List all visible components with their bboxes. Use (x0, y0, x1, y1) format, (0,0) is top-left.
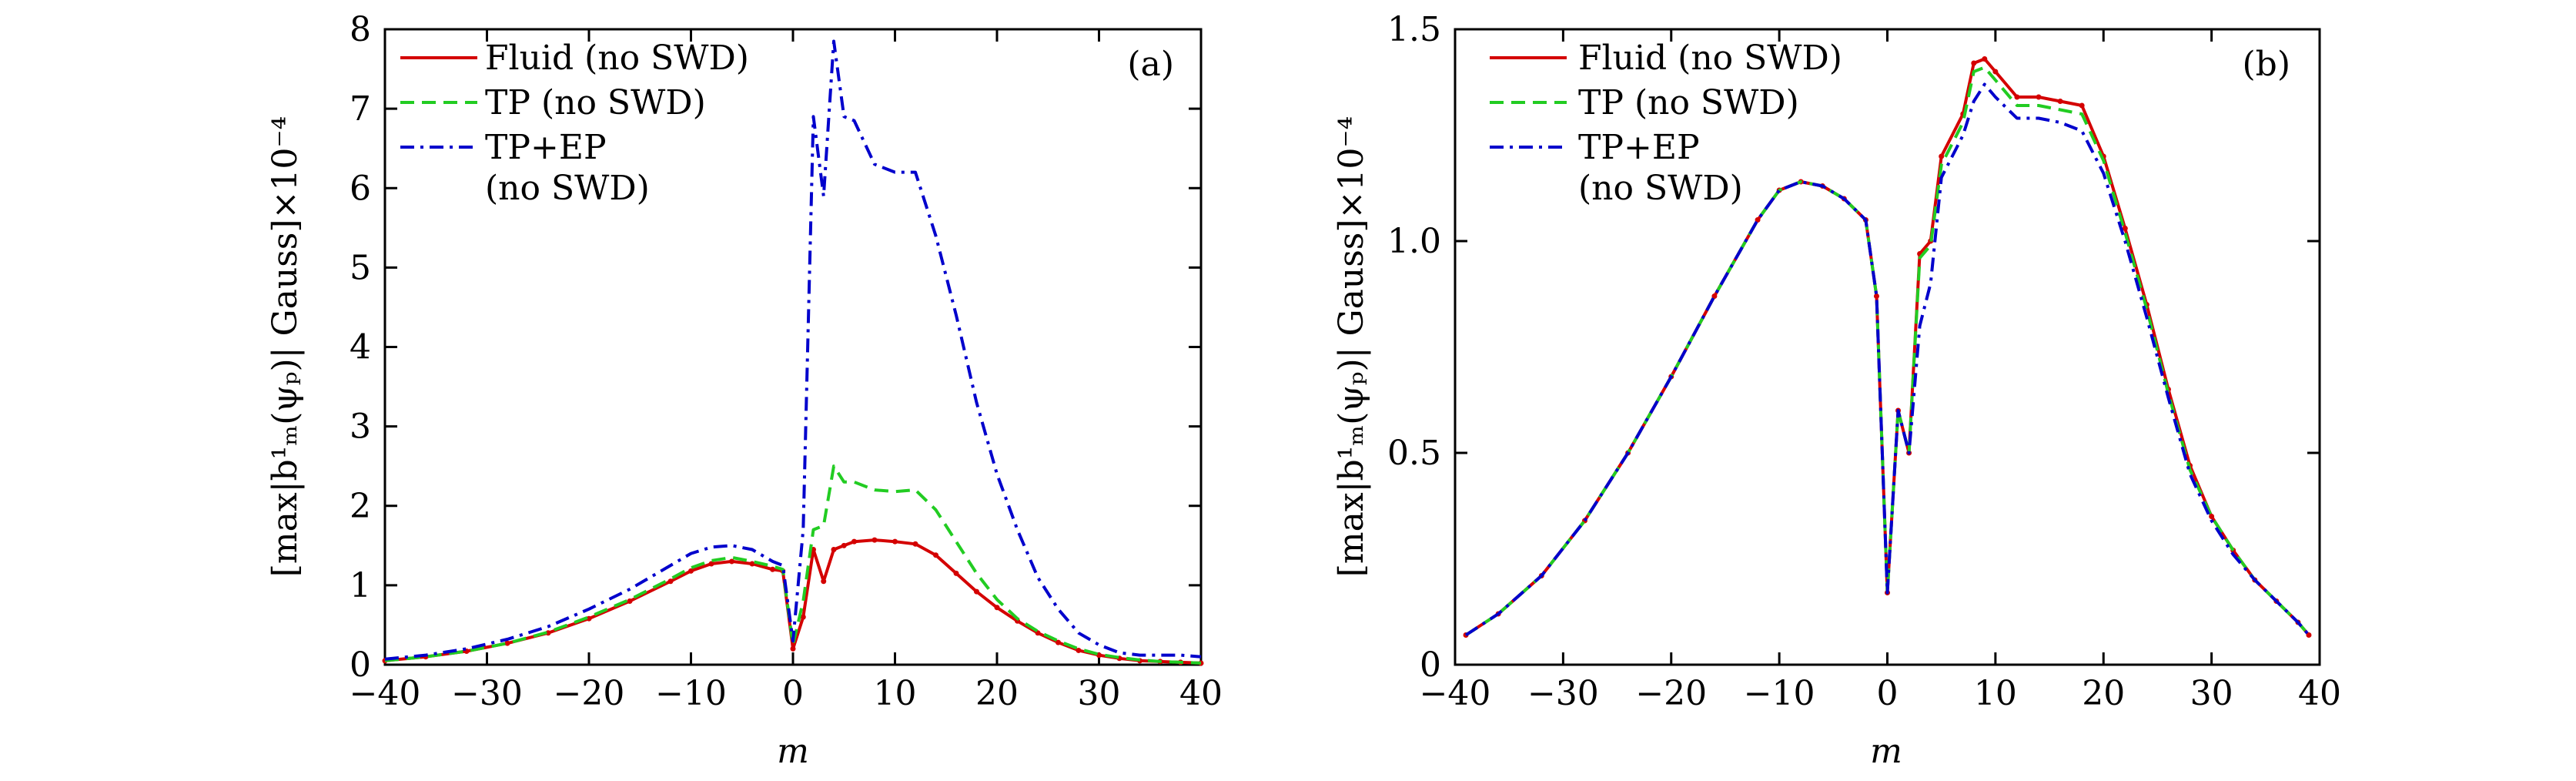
series-line-tpep (384, 39, 1202, 661)
data-point (1992, 69, 1999, 75)
x-tick-label: 20 (975, 674, 1019, 713)
data-point (1971, 60, 1977, 66)
data-point (1711, 293, 1718, 299)
legend-label-tp: TP (no SWD) (485, 83, 706, 122)
data-point (2079, 102, 2085, 109)
legend-label-fluid: Fluid (no SWD) (485, 39, 749, 78)
ticks: −40 −30 −20 −10 0 10 20 30 40 0 1 2 3 4 5 6 7 8 (350, 10, 1223, 713)
x-tick-label: 30 (2190, 674, 2233, 713)
data-point (892, 538, 898, 545)
series-lines (382, 39, 1204, 666)
data-point (821, 578, 827, 585)
data-point (2306, 632, 2312, 638)
data-point (708, 561, 714, 567)
panel-label: (b) (2243, 45, 2291, 84)
x-tick-label: 40 (1179, 674, 1223, 713)
data-point (2122, 226, 2128, 231)
x-tick-label: −20 (554, 674, 625, 713)
data-point (2036, 94, 2042, 100)
legend-label-tpep: TP+EP (1578, 128, 1700, 167)
chart-panel-a: −40 −30 −20 −10 0 10 20 30 40 0 1 2 3 4 5 6 7 8 (a) m [ma… (266, 10, 1223, 771)
legend-label-tpep-cont: (no SWD) (485, 169, 650, 208)
x-axis-title: m (1870, 732, 1902, 771)
x-tick-label: −30 (1527, 674, 1599, 713)
data-point (953, 570, 959, 576)
legend: Fluid (no SWD) TP (no SWD) TP+EP (no SWD… (1490, 39, 1842, 208)
y-tick-label: 7 (350, 89, 371, 129)
x-tick-label: −10 (1744, 674, 1815, 713)
series-line-tpep (1464, 82, 2310, 637)
data-point (1076, 647, 1082, 653)
data-point (994, 605, 1000, 611)
x-tick-label: 40 (2298, 674, 2341, 713)
data-point (729, 558, 734, 565)
y-tick-label: 0 (350, 645, 371, 685)
y-tick-label: 2 (350, 487, 371, 526)
y-tick-label: 1.5 (1387, 10, 1441, 49)
y-tick-label: 1.0 (1387, 222, 1441, 261)
data-point (627, 598, 633, 604)
x-tick-label: −10 (655, 674, 727, 713)
legend-label-tpep-cont: (no SWD) (1578, 169, 1743, 208)
y-axis-title: [max|b¹ₘ(ψₚ)| Gauss]×10⁻⁴ (1332, 116, 1371, 578)
y-tick-label: 1 (350, 566, 371, 605)
data-point (545, 630, 551, 636)
legend-label-tpep: TP+EP (485, 128, 607, 167)
x-tick-label: 10 (874, 674, 917, 713)
data-point (749, 561, 755, 567)
y-axis-title: [max|b¹ₘ(ψₚ)| Gauss]×10⁻⁴ (266, 116, 305, 578)
data-point (841, 542, 847, 548)
data-point (933, 552, 938, 558)
x-tick-label: −20 (1635, 674, 1707, 713)
data-point (688, 568, 694, 574)
data-point (667, 578, 674, 585)
y-tick-label: 0.5 (1387, 434, 1441, 473)
data-point (770, 566, 775, 572)
plot-frame (383, 28, 1203, 666)
data-point (1755, 217, 1761, 223)
data-point (974, 588, 979, 595)
data-point (2057, 99, 2063, 104)
data-point (1982, 56, 1988, 62)
x-tick-label: 10 (1974, 674, 2017, 713)
data-point (504, 640, 510, 646)
x-tick-label: 0 (1877, 674, 1899, 713)
data-point (851, 538, 857, 545)
data-point (800, 614, 806, 620)
series-line-tp (1464, 65, 2310, 637)
y-tick-label: 4 (350, 328, 371, 367)
data-point (790, 645, 796, 652)
x-tick-label: −40 (1420, 674, 1491, 713)
y-tick-label: 0 (1420, 645, 1441, 685)
ticks: −40 −30 −20 −10 0 10 20 30 40 0 0.5 1.0 1.5 (1387, 10, 2341, 713)
data-point (1055, 639, 1061, 645)
x-tick-label: 20 (2082, 674, 2125, 713)
series-lines (1463, 56, 2312, 638)
y-tick-label: 3 (350, 407, 371, 447)
data-point (2209, 514, 2215, 519)
legend: Fluid (no SWD) TP (no SWD) TP+EP (no SWD… (400, 39, 749, 208)
data-point (2014, 94, 2020, 100)
y-tick-label: 8 (350, 10, 371, 49)
x-axis-title: m (777, 732, 809, 771)
panel-label: (a) (1127, 45, 1174, 84)
legend-label-fluid: Fluid (no SWD) (1578, 39, 1842, 78)
data-point (912, 541, 918, 547)
x-tick-label: 30 (1078, 674, 1121, 713)
data-point (831, 546, 837, 552)
chart-panel-b: −40 −30 −20 −10 0 10 20 30 40 0 0.5 1.0 1.5 (b) m [m… (1332, 10, 2341, 771)
data-point (1873, 293, 1879, 299)
data-point (871, 537, 878, 543)
x-tick-label: −40 (350, 674, 421, 713)
y-tick-label: 6 (350, 169, 371, 208)
y-tick-label: 5 (350, 248, 371, 287)
data-point (1939, 153, 1945, 159)
legend-label-tp: TP (no SWD) (1578, 83, 1799, 122)
series-line-tp (384, 464, 1202, 665)
data-point (1096, 652, 1102, 659)
x-tick-label: −30 (451, 674, 523, 713)
x-tick-label: 0 (782, 674, 804, 713)
data-point (586, 615, 592, 622)
